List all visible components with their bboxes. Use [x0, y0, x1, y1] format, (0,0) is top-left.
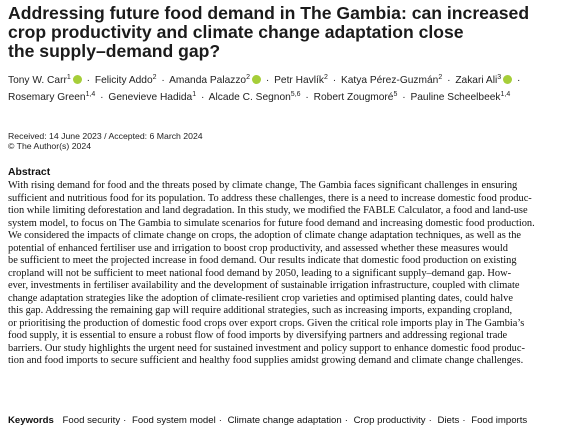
affiliation-marker: 5,6: [290, 91, 301, 98]
keyword: Climate change adaptation: [227, 415, 342, 426]
author-name: Petr Havlík: [274, 75, 324, 86]
affiliation-marker: 2: [152, 74, 157, 81]
abstract-heading: Abstract: [8, 167, 51, 178]
author-list: Tony W. Carr1 · Felicity Addo2 · Amanda …: [8, 72, 568, 106]
title-line: the supply–demand gap?: [8, 41, 221, 61]
abstract-line: ever, investments in fertiliser availabi…: [8, 280, 520, 291]
title-line: Addressing future food demand in The Gam…: [8, 3, 530, 23]
affiliation-marker: 2: [438, 74, 443, 81]
author-name: Pauline Scheelbeek: [410, 92, 501, 103]
affiliation-marker: 3: [497, 74, 502, 81]
author-separator: ·: [447, 75, 451, 86]
author-separator: ·: [200, 92, 205, 103]
author-separator: ·: [402, 92, 406, 103]
keyword-separator: ·: [462, 415, 466, 426]
received-accepted-dates: Received: 14 June 2023 / Accepted: 6 Mar…: [8, 131, 203, 141]
article-title: Addressing future food demand in The Gam…: [8, 3, 530, 61]
author-name: Felicity Addo: [94, 75, 153, 86]
abstract-line: tion and food imports to secure sufficie…: [8, 355, 524, 366]
author-separator: ·: [516, 75, 521, 86]
article-history: Received: 14 June 2023 / Accepted: 6 Mar…: [8, 131, 203, 151]
abstract-body: With rising demand for food and the thre…: [8, 180, 568, 368]
abstract-line: change adaptation strategies like the ad…: [8, 292, 513, 304]
author-name: Alcade C. Segnon: [208, 92, 291, 103]
keywords: Keywords Food security · Food system mode…: [8, 415, 568, 426]
author-name: Robert Zougmoré: [313, 92, 394, 103]
orcid-icon[interactable]: [252, 75, 262, 84]
abstract-line: food supply, it is essential to ensure a…: [8, 330, 508, 341]
keyword-separator: ·: [344, 415, 348, 426]
keyword: Diets: [437, 415, 460, 426]
keyword: Food imports: [471, 415, 528, 426]
abstract-line: barriers. Our study highlights the urgen…: [8, 342, 525, 354]
orcid-icon[interactable]: [503, 75, 513, 84]
author-separator: ·: [332, 75, 337, 86]
author-name: Katya Pérez-Guzmán: [340, 75, 439, 86]
abstract-line: sufficient and nutritious food for its p…: [8, 192, 532, 204]
author-name: Tony W. Carr: [8, 75, 67, 86]
abstract-line: With rising demand for food and the thre…: [8, 180, 518, 191]
affiliation-marker: 2: [246, 74, 251, 81]
keywords-label: Keywords: [8, 415, 54, 426]
affiliation-marker: 1,4: [85, 91, 96, 98]
affiliation-marker: 1: [192, 91, 197, 98]
author-separator: ·: [265, 75, 270, 86]
author-line: Tony W. Carr1 · Felicity Addo2 · Amanda …: [8, 72, 568, 89]
author: Pauline Scheelbeek1,4: [410, 91, 511, 103]
author-name: Amanda Palazzo: [169, 75, 247, 86]
author: Rosemary Green1,4: [8, 91, 98, 103]
author-name: Genevieve Hadida: [108, 92, 193, 103]
author: Amanda Palazzo2: [169, 74, 264, 86]
keyword-separator: ·: [218, 415, 222, 426]
author: Alcade C. Segnon5,6: [208, 91, 304, 103]
author-separator: ·: [100, 92, 104, 103]
abstract-line: system model, to focus on The Gambia to …: [8, 217, 535, 229]
copyright-notice: © The Author(s) 2024: [8, 141, 92, 151]
author-name: Zakari Ali: [455, 75, 498, 86]
affiliation-marker: 5: [393, 91, 398, 98]
title-line: crop productivity and climate change ada…: [8, 22, 464, 42]
author: Petr Havlík2: [274, 74, 331, 86]
abstract-line: potential of enhanced fertiliser use and…: [8, 242, 508, 254]
keyword: Food security: [62, 415, 121, 426]
affiliation-marker: 1: [66, 74, 71, 81]
abstract-line: We considered the impacts of climate cha…: [8, 230, 522, 241]
keyword: Crop productivity: [353, 415, 426, 426]
author: Robert Zougmoré5: [313, 91, 401, 103]
keyword-separator: ·: [428, 415, 432, 426]
author-separator: ·: [305, 92, 309, 103]
author-name: Rosemary Green: [8, 92, 86, 103]
keyword: Food system model: [132, 415, 216, 426]
author: Tony W. Carr1: [8, 74, 85, 86]
abstract-line: cropland will not be sufficient to meet …: [8, 267, 512, 279]
author-line: Rosemary Green1,4 · Genevieve Hadida1 · …: [8, 89, 568, 106]
abstract-line: be sufficient to meet the projected incr…: [8, 255, 517, 266]
author: Felicity Addo2: [94, 74, 160, 86]
affiliation-marker: 1,4: [500, 91, 511, 98]
abstract-line: tion while limiting deforestation and la…: [8, 205, 528, 216]
author: Zakari Ali3: [455, 74, 515, 86]
abstract-line: this gap. Addressing the remaining gap w…: [8, 305, 513, 316]
author-separator: ·: [161, 75, 165, 86]
keyword-separator: ·: [123, 415, 127, 426]
author: Genevieve Hadida1: [108, 91, 199, 103]
author: Katya Pérez-Guzmán2: [340, 74, 445, 86]
author-separator: ·: [86, 75, 91, 86]
orcid-icon[interactable]: [72, 75, 82, 84]
affiliation-marker: 2: [323, 74, 328, 81]
abstract-line: or prioritising the production of domest…: [8, 317, 525, 329]
